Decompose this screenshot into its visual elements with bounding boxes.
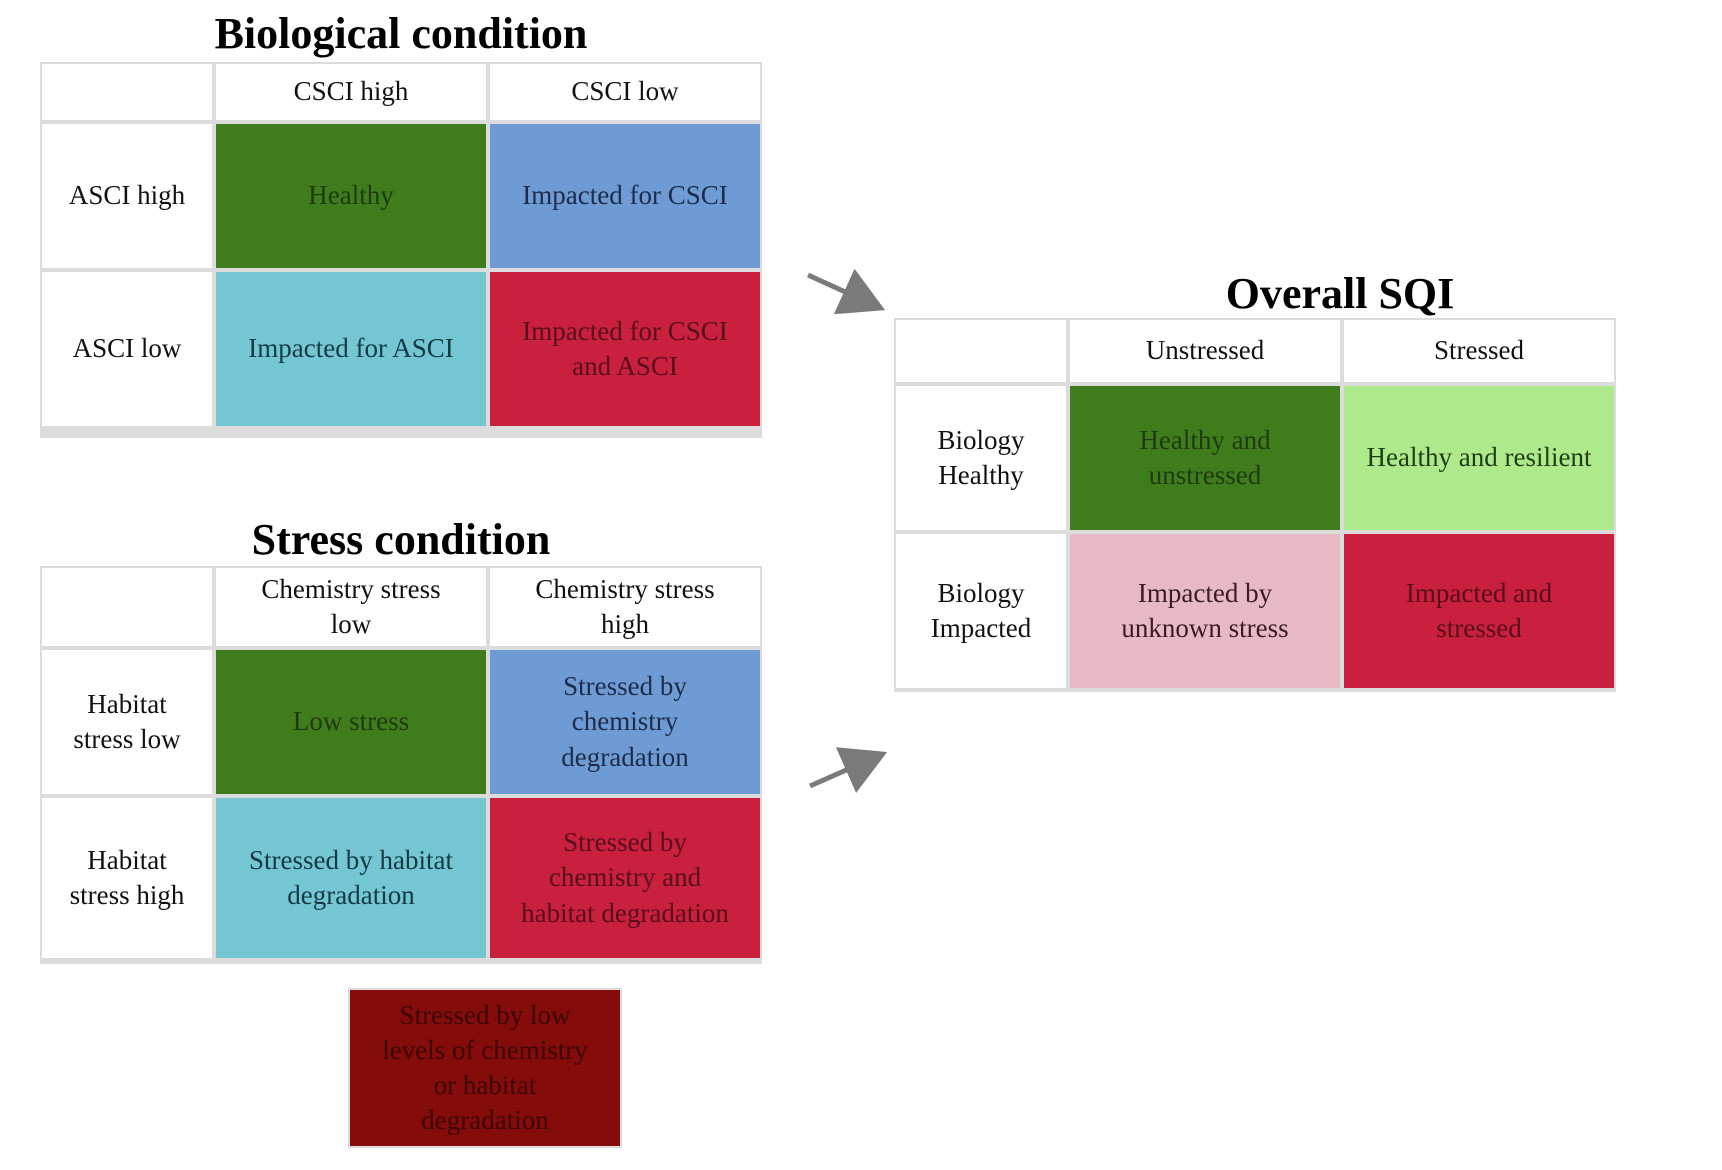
row-header-habitat-high: Habitat stress high: [42, 798, 212, 958]
stress-condition-table: Chemistry stress low Chemistry stress hi…: [40, 566, 762, 964]
cell-impacted-asci: Impacted for ASCI: [216, 272, 486, 426]
row-header-asci-high: ASCI high: [42, 124, 212, 268]
arrow-biological-to-sqi: [806, 268, 886, 315]
low-level-stress-box: Stressed by low levels of chemistry or h…: [348, 988, 622, 1148]
row-header-habitat-low: Habitat stress low: [42, 650, 212, 794]
col-header-unstressed: Unstressed: [1070, 320, 1340, 382]
cell-low-stress: Low stress: [216, 650, 486, 794]
cell-impacted-unknown: Impacted by unknown stress: [1070, 534, 1340, 688]
cell-stressed-chemistry: Stressed by chemistry degradation: [490, 650, 760, 794]
stress-condition-title: Stress condition: [251, 515, 551, 564]
corner-cell: [42, 64, 212, 120]
corner-cell: [42, 568, 212, 646]
cell-stressed-habitat: Stressed by habitat degradation: [216, 798, 486, 958]
biological-condition-title: Biological condition: [214, 9, 588, 58]
arrow-stress-to-sqi: [808, 747, 888, 794]
overall-sqi-title: Overall SQI: [1225, 269, 1455, 318]
row-header-asci-low: ASCI low: [42, 272, 212, 426]
cell-healthy: Healthy: [216, 124, 486, 268]
col-header-chem-high: Chemistry stress high: [490, 568, 760, 646]
cell-stressed-chem-habitat: Stressed by chemistry and habitat degrad…: [490, 798, 760, 958]
corner-cell: [896, 320, 1066, 382]
overall-sqi-table: Unstressed Stressed Biology Healthy Heal…: [894, 318, 1616, 692]
cell-healthy-unstressed: Healthy and unstressed: [1070, 386, 1340, 530]
col-header-csci-high: CSCI high: [216, 64, 486, 120]
cell-impacted-csci: Impacted for CSCI: [490, 124, 760, 268]
cell-impacted-csci-asci: Impacted for CSCI and ASCI: [490, 272, 760, 426]
cell-healthy-resilient: Healthy and resilient: [1344, 386, 1614, 530]
col-header-stressed: Stressed: [1344, 320, 1614, 382]
row-header-biology-healthy: Biology Healthy: [896, 386, 1066, 530]
col-header-chem-low: Chemistry stress low: [216, 568, 486, 646]
cell-impacted-stressed: Impacted and stressed: [1344, 534, 1614, 688]
biological-condition-table: CSCI high CSCI low ASCI high Healthy Imp…: [40, 62, 762, 438]
row-header-biology-impacted: Biology Impacted: [896, 534, 1066, 688]
cell-low-level-stress: Stressed by low levels of chemistry or h…: [350, 990, 620, 1146]
col-header-csci-low: CSCI low: [490, 64, 760, 120]
